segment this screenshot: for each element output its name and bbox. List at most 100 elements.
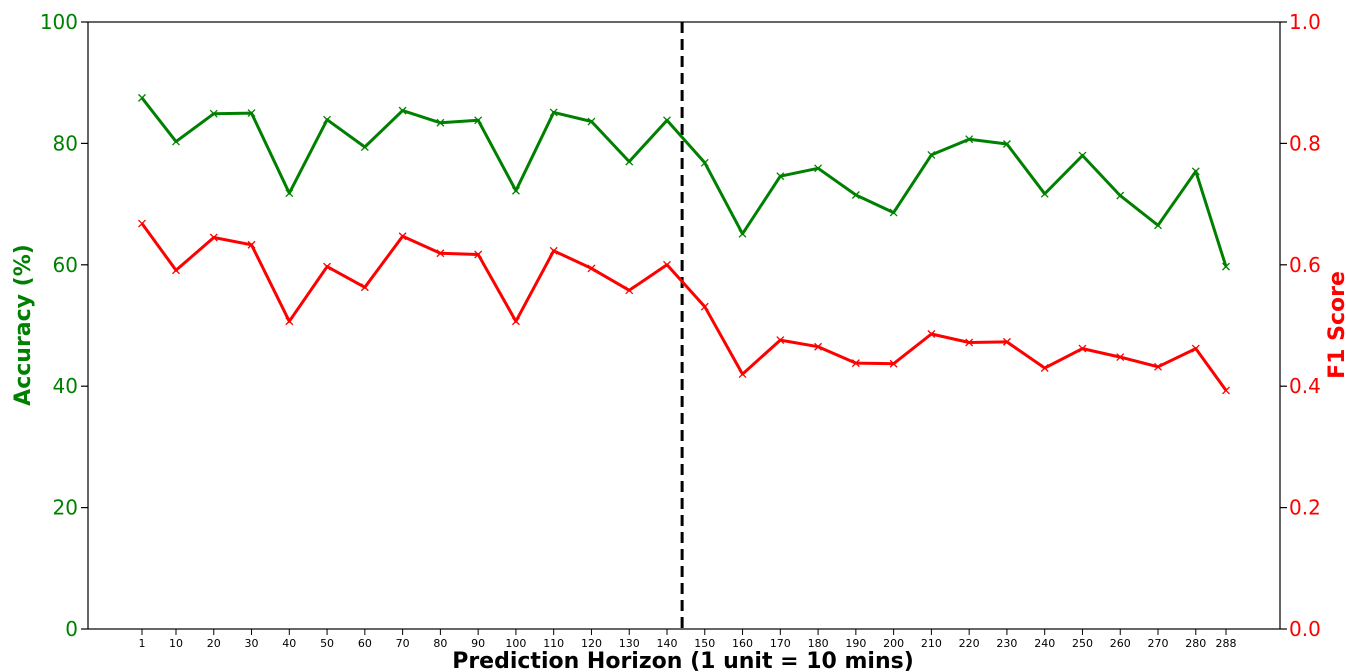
x-tick-label: 110 [543, 637, 564, 650]
accuracy-data-point [889, 208, 898, 217]
x-tick-label: 270 [1148, 637, 1169, 650]
f1-data-point [549, 246, 558, 255]
right-y-tick-label: 0.0 [1289, 617, 1321, 641]
f1-data-point [700, 302, 709, 311]
f1-data-point [851, 359, 860, 368]
f1-data-point [738, 370, 747, 379]
x-tick-label: 280 [1185, 637, 1206, 650]
right-y-tick-label: 0.8 [1289, 131, 1321, 155]
x-tick-label: 180 [808, 637, 829, 650]
f1-data-point [323, 262, 332, 271]
accuracy-data-point [927, 150, 936, 159]
x-tick-label: 1 [139, 637, 146, 650]
f1-data-point [1222, 386, 1230, 395]
f1-data-point [776, 336, 785, 345]
left-y-tick-label: 40 [53, 374, 78, 398]
x-tick-label: 220 [959, 637, 980, 650]
x-tick-label: 210 [921, 637, 942, 650]
accuracy-data-point [1191, 167, 1200, 176]
x-tick-label: 160 [732, 637, 753, 650]
x-tick-label: 90 [471, 637, 485, 650]
x-tick-label: 250 [1072, 637, 1093, 650]
f1-data-point [398, 232, 407, 241]
x-tick-label: 40 [282, 637, 296, 650]
accuracy-data-point [209, 109, 218, 118]
accuracy-data-point [436, 118, 445, 127]
accuracy-data-point [138, 93, 146, 102]
accuracy-series-line [140, 96, 1228, 268]
accuracy-data-point [1154, 221, 1162, 230]
f1-data-point [1078, 344, 1087, 353]
f1-data-point [285, 317, 294, 326]
left-y-tick-label: 100 [40, 10, 78, 34]
f1-data-point [1040, 364, 1049, 372]
accuracy-data-point [398, 106, 407, 115]
x-tick-label: 70 [396, 637, 410, 650]
f1-data-point [663, 260, 671, 269]
f1-data-point [209, 233, 218, 242]
f1-data-point [474, 250, 483, 259]
accuracy-data-point [663, 116, 671, 125]
x-tick-label: 60 [358, 637, 372, 650]
accuracy-data-point [323, 115, 332, 124]
accuracy-data-point [776, 172, 785, 181]
f1-data-point [587, 264, 596, 273]
x-tick-label: 140 [657, 637, 678, 650]
x-tick-label: 170 [770, 637, 791, 650]
right-y-tick-label: 0.4 [1289, 374, 1321, 398]
accuracy-data-point [587, 117, 596, 126]
right-y-axis-title: F1 Score [1325, 271, 1346, 379]
x-tick-label: 80 [433, 637, 447, 650]
plot-frame [87, 21, 1281, 630]
accuracy-data-point [1002, 140, 1011, 148]
accuracy-data-point [625, 157, 634, 166]
f1-data-point [965, 338, 974, 347]
f1-data-point [172, 266, 180, 275]
x-axis-title: Prediction Horizon (1 unit = 10 mins) [452, 649, 914, 672]
accuracy-data-point [1116, 191, 1125, 200]
f1-data-point [247, 240, 256, 249]
x-tick-label: 120 [581, 637, 602, 650]
right-y-tick-label: 0.6 [1289, 253, 1321, 277]
accuracy-data-point [1078, 151, 1087, 160]
f1-data-point [1191, 344, 1200, 353]
accuracy-data-point [360, 143, 369, 152]
left-y-tick-label: 20 [53, 496, 78, 520]
x-tick-label: 130 [619, 637, 640, 650]
accuracy-data-point [549, 108, 558, 117]
f1-data-point [138, 219, 146, 228]
right-y-tick-label: 1.0 [1289, 10, 1321, 34]
right-y-tick-label: 0.2 [1289, 496, 1321, 520]
x-tick-label: 150 [694, 637, 715, 650]
accuracy-data-point [851, 191, 860, 199]
x-tick-label: 10 [169, 637, 183, 650]
x-tick-label: 20 [207, 637, 221, 650]
accuracy-data-point [1040, 189, 1049, 198]
f1-data-point [625, 286, 634, 295]
accuracy-data-point [700, 158, 709, 167]
f1-series-line [140, 222, 1228, 392]
f1-data-point [511, 317, 520, 326]
f1-data-point [1116, 353, 1125, 362]
f1-data-point [360, 283, 369, 292]
f1-data-point [1002, 337, 1011, 346]
accuracy-data-point [965, 135, 974, 144]
accuracy-data-point [474, 116, 483, 125]
x-tick-label: 240 [1034, 637, 1055, 650]
accuracy-data-point [247, 109, 256, 118]
x-tick-label: 50 [320, 637, 334, 650]
accuracy-data-point [814, 164, 823, 173]
x-tick-label: 260 [1110, 637, 1131, 650]
f1-data-point [889, 359, 898, 368]
left-y-tick-label: 80 [53, 131, 78, 155]
accuracy-data-point [511, 186, 520, 195]
accuracy-data-point [172, 137, 180, 146]
left-y-tick-label: 60 [53, 253, 78, 277]
x-tick-label: 30 [245, 637, 259, 650]
x-tick-label: 100 [505, 637, 526, 650]
accuracy-data-point [1222, 262, 1230, 271]
accuracy-data-point [738, 229, 747, 238]
x-tick-label: 230 [996, 637, 1017, 650]
left-y-tick-label: 0 [65, 617, 78, 641]
